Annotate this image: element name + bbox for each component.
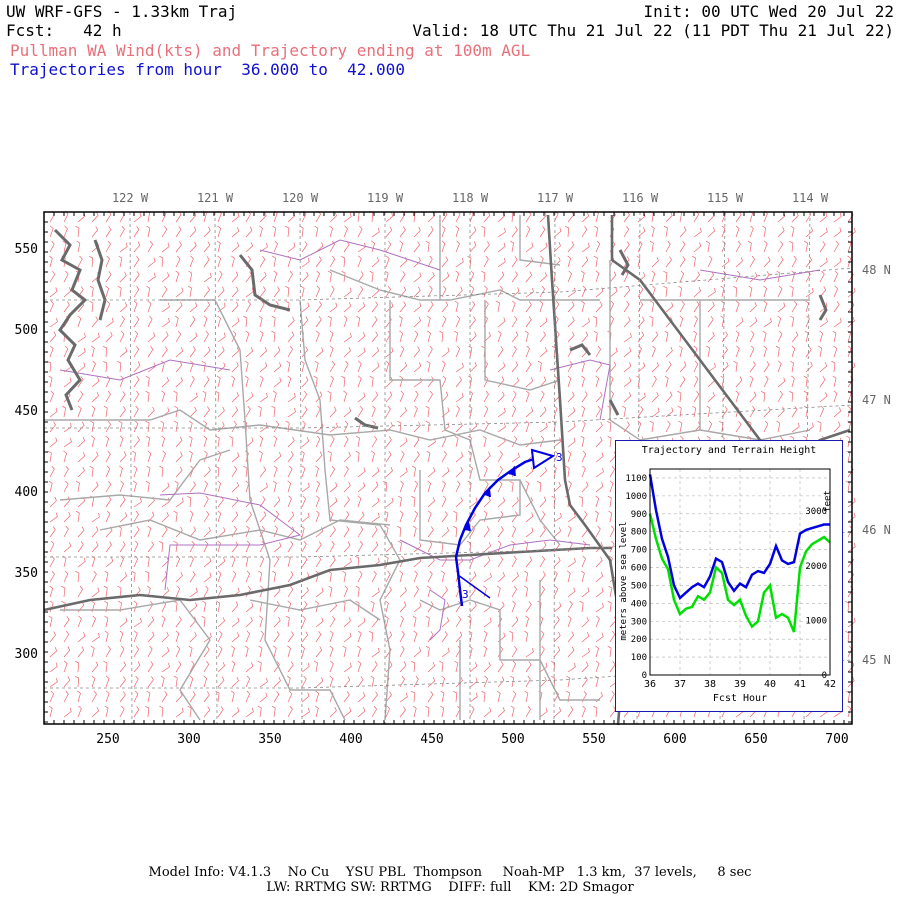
inset-x-tick: 41 <box>794 679 806 690</box>
inset-right-tick: 2000 <box>805 562 827 572</box>
latitude-label: 47 N <box>862 393 891 407</box>
inset-right-tick: 1000 <box>805 616 827 626</box>
inset-ylabel: meters above sea level <box>619 521 629 640</box>
longitude-label: 116 W <box>622 191 659 205</box>
y-tick-label: 550 <box>15 242 38 257</box>
trajectory-end-label: 3 <box>556 451 563 464</box>
inset-series <box>648 474 831 633</box>
latitude-label: 45 N <box>862 653 891 667</box>
inset-title: Trajectory and Terrain Height <box>642 445 817 456</box>
inset-right-tick: 0 <box>822 671 827 681</box>
frame-tick-marks <box>43 211 852 724</box>
valid-time: Valid: 18 UTC Thu 21 Jul 22 (11 PDT Thu … <box>412 21 894 40</box>
model-info: Model Info: V4.1.3 No Cu YSU PBL Thompso… <box>148 865 752 880</box>
latitude-label: 48 N <box>862 263 891 277</box>
frame-minor-ticks <box>43 211 852 724</box>
x-tick-label: 600 <box>663 732 686 747</box>
trajectory-start-label: 3 <box>462 588 469 601</box>
terrain-height-line <box>648 513 831 633</box>
longitude-label: 114 W <box>792 191 829 205</box>
trajectory-range: Trajectories from hour 36.000 to 42.000 <box>10 60 405 79</box>
inset-plot-frame <box>649 468 831 676</box>
inset-left-tick: 200 <box>631 635 647 645</box>
trajectory-start-wind <box>457 574 491 599</box>
x-tick-label: 650 <box>744 732 767 747</box>
x-tick-label: 450 <box>420 732 443 747</box>
inset-left-tick: 1100 <box>625 474 647 484</box>
trajectory-arrowhead <box>530 448 556 470</box>
latitude-label: 46 N <box>862 523 891 537</box>
inset-x-tick: 38 <box>704 679 716 690</box>
init-time: Init: 00 UTC Wed 20 Jul 22 <box>643 2 894 21</box>
longitude-label: 122 W <box>112 191 149 205</box>
inset-right-tick: 3000 <box>805 507 827 517</box>
inset-left-tick: 600 <box>631 564 647 574</box>
inset-x-tick: 40 <box>764 679 776 690</box>
x-tick-label: 250 <box>96 732 119 747</box>
longitude-labels: 122 W 121 W 120 W 119 W 118 W 117 W 116 W 115 W… <box>112 191 829 205</box>
plot-subtitle: Pullman WA Wind(kts) and Trajectory endi… <box>10 41 531 60</box>
y-tick-label: 350 <box>15 566 38 581</box>
inset-left-tick: 800 <box>631 528 647 538</box>
y-tick-label: 300 <box>15 647 38 662</box>
x-tick-label: 500 <box>501 732 524 747</box>
inset-x-tick: 42 <box>824 679 836 690</box>
trajectory: 3 3 <box>454 448 563 607</box>
latitude-labels: 48 N 47 N 46 N 45 N <box>862 263 891 667</box>
wind-trajectory-map: 122 W 121 W 120 W 119 W 118 W 117 W 116 W 115 W… <box>15 191 891 747</box>
x-tick-label: 350 <box>258 732 281 747</box>
inset-left-tick: 500 <box>631 581 647 591</box>
x-tick-labels: 250 300 350 400 450 500 550 600 650 700 <box>96 732 848 747</box>
inset-x-tick: 37 <box>674 679 686 690</box>
model-physics: LW: RRTMG SW: RRTMG DIFF: full KM: 2D Sm… <box>266 880 634 895</box>
y-tick-label: 500 <box>15 323 38 338</box>
longitude-label: 115 W <box>707 191 744 205</box>
inset-grid <box>649 469 831 676</box>
x-tick-label: 700 <box>825 732 848 747</box>
model-title: UW WRF-GFS - 1.33km Traj <box>6 2 238 21</box>
inset-left-tick: 400 <box>631 599 647 609</box>
y-tick-label: 450 <box>15 404 38 419</box>
longitude-label: 119 W <box>367 191 404 205</box>
inset-left-tick: 100 <box>631 653 647 663</box>
trajectory-direction-marks <box>464 465 516 532</box>
x-tick-label: 550 <box>582 732 605 747</box>
y-tick-label: 400 <box>15 485 38 500</box>
longitude-label: 118 W <box>452 191 489 205</box>
inset-x-tick: 39 <box>734 679 746 690</box>
inset-left-tick: 0 <box>642 671 647 681</box>
inset-left-tick: 700 <box>631 546 647 556</box>
inset-left-tick: 900 <box>631 510 647 520</box>
inset-ylabel-right: feet <box>823 490 833 512</box>
inset-left-tick: 300 <box>631 617 647 627</box>
county-borders <box>44 215 811 721</box>
forecast-hour: Fcst: 42 h <box>6 21 122 40</box>
y-tick-labels: 550 500 450 400 350 300 <box>15 242 38 662</box>
longitude-label: 121 W <box>197 191 234 205</box>
inset-chart: Trajectory and Terrain Height meters abo… <box>619 445 836 704</box>
trajectory-path <box>454 455 541 607</box>
inset-panel: Trajectory and Terrain Height meters abo… <box>615 440 843 712</box>
inset-x-tick: 36 <box>644 679 656 690</box>
inset-xlabel: Fcst Hour <box>713 693 767 704</box>
trajectory-height-line <box>648 474 830 601</box>
map-frame <box>43 211 853 725</box>
x-tick-label: 300 <box>177 732 200 747</box>
longitude-label: 120 W <box>282 191 319 205</box>
longitude-label: 117 W <box>537 191 574 205</box>
coastline <box>53 228 828 430</box>
inset-left-tick: 1000 <box>625 492 647 502</box>
x-tick-label: 400 <box>339 732 362 747</box>
